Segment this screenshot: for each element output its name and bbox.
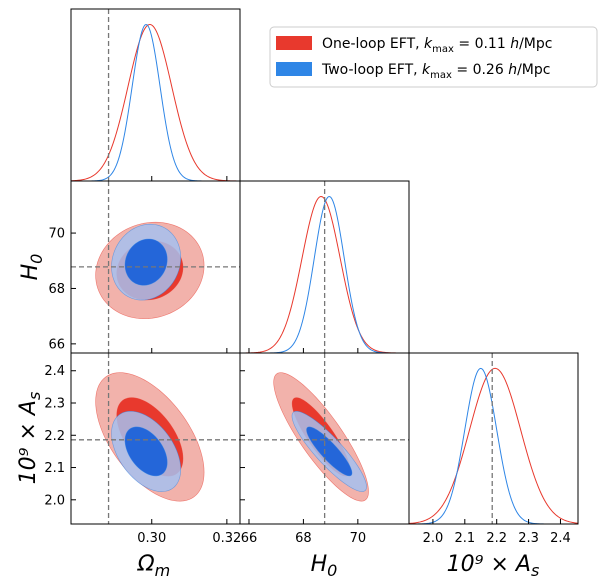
y-tick-label: 66 xyxy=(48,337,65,352)
legend-swatch xyxy=(276,36,312,50)
x-tick-label: 66 xyxy=(241,531,258,546)
y-axis-label-as: 10⁹ × As xyxy=(16,392,44,485)
x-axis-label-h0: H0 xyxy=(311,552,338,580)
panel-frame xyxy=(408,352,579,525)
x-tick-label: 70 xyxy=(350,531,367,546)
contour-1sigma xyxy=(124,238,168,286)
panel-Om-H0: 66 68 70 xyxy=(48,180,241,354)
y-tick-label: 2.0 xyxy=(44,493,65,508)
x-tick-label: 68 xyxy=(295,531,312,546)
marginal-line xyxy=(409,367,578,524)
y-axis-label-h0: H0 xyxy=(18,254,46,281)
y-tick-label: 2.4 xyxy=(44,364,65,379)
x-tick-label: 2.2 xyxy=(486,531,507,546)
marginal-line xyxy=(409,367,578,524)
panel-H0-As: 66 68 70 xyxy=(239,352,410,546)
x-axis-label-om: Ωm xyxy=(137,552,170,580)
y-tick-label: 2.1 xyxy=(44,461,65,476)
x-axis-label-as: 10⁹ × As xyxy=(447,552,540,580)
panel-As-As: 2.0 2.1 2.2 2.3 2.4 xyxy=(408,352,579,546)
marginal-line xyxy=(71,23,240,181)
y-tick-label: 70 xyxy=(48,227,65,242)
legend: One-loop EFT, kmax = 0.11 h/Mpc Two-loop … xyxy=(269,26,598,88)
x-tick-label: 2.1 xyxy=(454,531,475,546)
x-tick-label: 2.0 xyxy=(423,531,444,546)
x-tick-label: 0.32 xyxy=(212,531,241,546)
panel-Om-As: 0.30 0.32 2.0 2.1 2.2 2.3 2.4 xyxy=(44,352,241,546)
y-tick-label: 2.2 xyxy=(44,429,65,444)
x-tick-label: 2.3 xyxy=(518,531,539,546)
contour-1sigma xyxy=(306,426,353,477)
y-tick-label: 68 xyxy=(48,282,65,297)
panel-Om-Om xyxy=(70,8,241,182)
legend-frame xyxy=(269,26,598,88)
legend-label: One-loop EFT, kmax = 0.11 h/Mpc xyxy=(322,36,552,55)
marginal-line xyxy=(71,23,240,181)
legend-label: Two-loop EFT, kmax = 0.26 h/Mpc xyxy=(321,62,550,81)
panel-H0-H0 xyxy=(239,180,410,354)
x-tick-label: 0.30 xyxy=(137,531,166,546)
panel-frame xyxy=(70,8,241,182)
legend-swatch xyxy=(276,62,312,76)
x-tick-label: 2.4 xyxy=(550,531,571,546)
y-tick-label: 2.3 xyxy=(44,397,65,412)
